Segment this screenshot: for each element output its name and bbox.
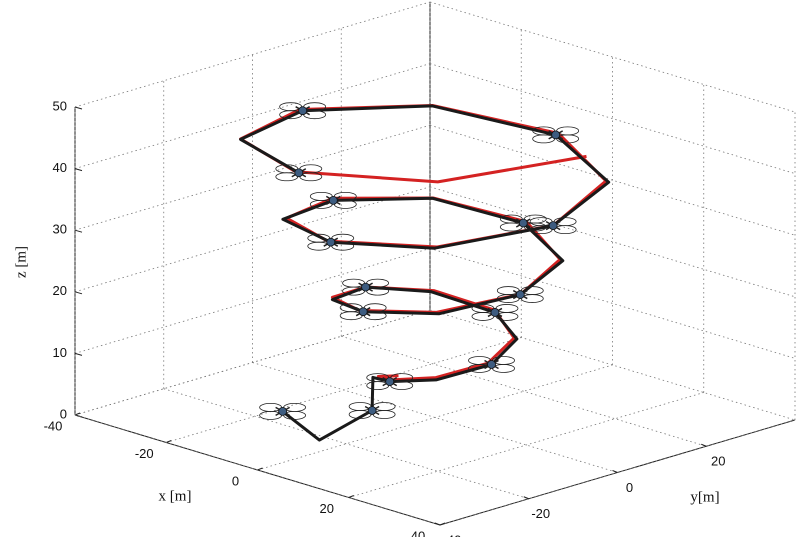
quadrotor [529, 217, 577, 235]
x-tick-label: -40 [44, 418, 63, 433]
drone-center [548, 221, 558, 231]
drone-center [487, 360, 496, 369]
tick-mark [434, 522, 441, 526]
drone-center [294, 168, 304, 178]
tick-mark [74, 352, 83, 356]
quadrotor [275, 164, 323, 182]
quadrotor [309, 191, 357, 209]
drone-center [328, 195, 338, 205]
quadrotor [496, 286, 544, 303]
y-tick-label: -20 [531, 506, 550, 521]
z-tick-label: 10 [53, 345, 67, 360]
x-tick-label: -20 [135, 446, 154, 461]
quadrotor [532, 126, 580, 144]
drone-center [490, 308, 500, 317]
quadrotor [468, 356, 515, 373]
grid-line [74, 414, 441, 526]
grid-line [429, 186, 796, 298]
z-tick-label: 40 [53, 160, 67, 175]
tick-mark [74, 291, 83, 295]
drone-center [326, 237, 336, 247]
grid-line [74, 248, 431, 354]
y-tick-label: -40 [443, 532, 462, 537]
x-tick-label: 20 [320, 501, 334, 516]
grid-line [74, 1, 431, 108]
x-tick-label: 0 [232, 473, 239, 488]
grid-line [429, 309, 796, 421]
quadrotor [499, 214, 547, 232]
grid [74, 1, 796, 526]
tick-mark [74, 229, 83, 233]
drone-center [518, 218, 528, 228]
y-tick-label: 0 [626, 480, 633, 495]
tick-mark [612, 470, 618, 473]
tick-mark [523, 496, 529, 500]
quadrotor [307, 233, 355, 251]
drone-center [358, 307, 368, 317]
quadrotor [348, 402, 396, 419]
z-tick-label: 20 [53, 283, 67, 298]
grid-line [429, 1, 796, 113]
z-tick-label: 30 [53, 222, 67, 237]
x-axis-label: x [m] [159, 488, 192, 504]
drone-center [361, 282, 371, 292]
quadrotor [279, 102, 327, 120]
quadrotor [366, 373, 414, 391]
z-axis-label: z [m] [13, 246, 29, 278]
plot-area [239, 102, 611, 442]
tick-mark [166, 440, 172, 443]
z-tick-label: 50 [53, 98, 67, 113]
grid-line [341, 335, 707, 447]
drone-center [385, 377, 395, 387]
drone-center [551, 130, 561, 140]
drone-center [515, 290, 525, 299]
tick-mark [257, 467, 263, 471]
drone-center [278, 406, 288, 416]
y-axis-label: y[m] [690, 489, 719, 505]
tick-mark [74, 412, 81, 416]
grid-line [252, 362, 618, 473]
quadrotor [339, 303, 387, 321]
grid-line [163, 388, 529, 500]
grid-line [74, 186, 431, 293]
y-tick-label: 20 [711, 454, 725, 469]
tick-mark [74, 106, 83, 110]
tick-mark [439, 522, 446, 526]
grid-line [348, 392, 704, 498]
grid-line [429, 124, 796, 236]
grid-line [429, 63, 796, 174]
grid-line [74, 63, 431, 169]
z-tick-label: 0 [60, 406, 67, 421]
drone-center [298, 106, 308, 116]
grid-line [257, 364, 613, 471]
x-tick-label: 40 [411, 528, 425, 537]
tick-mark [348, 495, 354, 498]
grid-line [429, 248, 796, 359]
tick-mark [74, 168, 83, 172]
tick-mark [701, 443, 707, 447]
drone-center [367, 406, 377, 415]
quadrotor [259, 402, 307, 420]
quadrotor [471, 304, 519, 321]
quadrotor [342, 278, 390, 296]
